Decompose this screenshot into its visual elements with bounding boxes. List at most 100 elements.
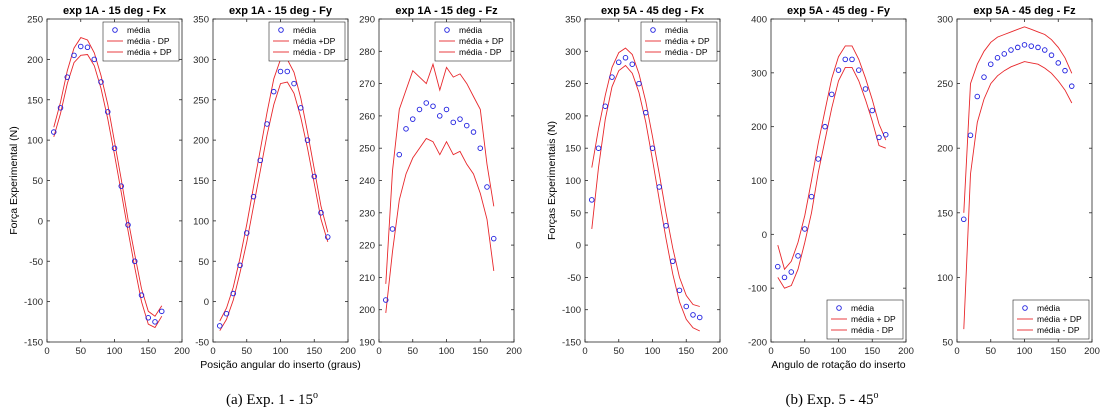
data-point [450,119,457,126]
y-tick-label: 350 [193,15,209,26]
x-tick-label: 200 [174,346,190,357]
y-tick-label: 100 [27,136,43,147]
legend-label: média [293,25,316,35]
x-tick-label: 200 [898,346,914,357]
y-tick-label: 260 [359,111,375,122]
series-line [777,66,886,289]
data-point [1021,42,1028,48]
series-line [591,64,700,332]
data-point [876,134,882,141]
y-tick-label: -150 [24,338,43,349]
data-point [616,59,622,66]
series-line [963,26,1073,213]
chart-3: exp 1A - 15 deg - Fz 0 50 100 150 200 190 200 21… [359,5,522,357]
data-point [125,222,131,228]
chart-title: exp 1A - 15 deg - Fz [395,5,498,17]
data-point [457,116,463,122]
data-point [802,226,808,232]
legend-box [1012,299,1090,340]
y-tick-label: -200 [748,338,767,349]
chart-title: exp 5A - 45 deg - Fz [973,5,1076,17]
plot-frame [378,18,515,343]
data-point [243,230,250,236]
data-point [822,123,828,130]
data-point [84,44,91,51]
data-point [683,303,690,310]
data-point [298,105,304,111]
y-tick-label: -50 [567,273,581,284]
data-point [697,314,703,321]
chart-title: exp 5A - 45 deg - Fx [601,5,705,17]
legend-label: média + DP [665,36,710,46]
legend-label: média - DP [293,47,336,57]
data-point [325,234,331,240]
data-point [1048,52,1055,58]
y-tick-label: 50 [942,338,953,349]
legend-label: média + DP [459,36,504,46]
data-point [961,216,967,223]
y-tick-label: 250 [565,79,581,90]
data-point [842,56,849,63]
y-tick-label: -100 [562,305,581,316]
y-tick-label: 150 [937,208,953,219]
data-point [250,193,257,200]
data-point [477,145,484,151]
legend-label: média - DP [127,36,170,46]
data-point [257,157,264,164]
series-line [219,58,329,322]
y-tick-label: 190 [359,338,375,349]
y-tick-label: 50 [570,208,581,219]
legend-label: média - DP [851,325,894,335]
y-tick-label: 300 [937,15,953,26]
y-axis-label: Forças Experimentais (N) [546,121,558,240]
data-point [437,113,443,119]
data-point [663,222,669,229]
y-tick-label: 300 [193,55,209,66]
legend-label: média - DP [1037,325,1080,335]
data-point [829,91,835,98]
caption-b: (b) Exp. 5 - 45o [786,390,879,408]
data-point [98,79,104,85]
series-line [777,45,887,271]
data-point [994,55,1001,61]
data-point [808,193,815,200]
x-tick-label: 100 [1017,346,1033,357]
data-point [1035,44,1041,51]
x-tick-label: 150 [1050,346,1066,357]
data-point [138,292,145,298]
x-tick-label: 150 [678,346,694,357]
x-tick-label: 0 [768,346,773,357]
data-point [104,109,111,115]
chart-title: exp 1A - 15 deg - Fy [229,5,333,17]
data-point [57,105,64,111]
x-tick-label: 0 [582,346,587,357]
y-tick-label: 250 [359,144,375,155]
legend-box [102,21,180,62]
data-point [430,103,436,109]
chart-1: exp 1A - 15 deg - Fx 0 50 100 150 200 -150 -100… [8,5,190,357]
chart-title: exp 1A - 15 deg - Fx [63,5,167,17]
y-tick-label: 0 [204,297,209,308]
y-tick-label: 290 [359,15,375,26]
x-axis-label: Angulo de rotação do inserto [771,359,905,371]
chart-5: exp 5A - 45 deg - Fy 0 50 100 150 200 -200 -100… [748,5,914,371]
chart-4: exp 5A - 45 deg - Fx 0 50 100 150 200 -150 -100… [546,5,728,357]
data-point [291,80,297,87]
y-tick-label: -50 [195,338,209,349]
x-tick-label: 100 [439,346,455,357]
x-tick-label: 150 [140,346,156,357]
x-tick-label: 0 [44,346,49,357]
data-point [152,319,158,325]
y-tick-label: 220 [359,241,375,252]
data-point [981,74,987,80]
x-tick-label: 50 [613,346,624,357]
data-point [389,226,396,232]
legend-label: média [665,25,688,35]
x-tick-label: 150 [472,346,488,357]
y-tick-label: 250 [193,95,209,106]
data-point [883,131,889,138]
